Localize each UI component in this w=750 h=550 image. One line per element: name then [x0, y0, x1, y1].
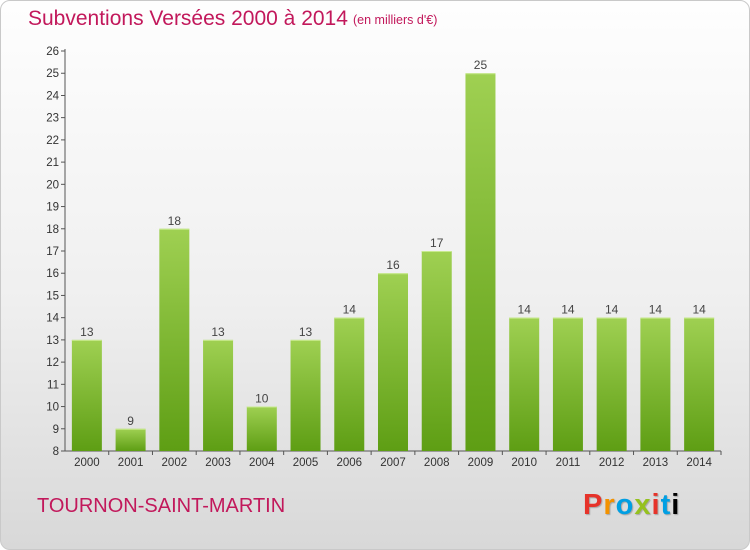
y-tick-label: 10 — [46, 402, 59, 414]
logo-letter: i — [671, 489, 681, 521]
x-tick-label: 2014 — [686, 457, 712, 469]
y-tick-label: 22 — [46, 135, 59, 147]
y-tick-label: 13 — [46, 335, 59, 347]
chart-title: Subventions Versées 2000 à 2014 — [28, 7, 348, 30]
bar — [290, 339, 321, 451]
data-label: 14 — [692, 303, 706, 317]
x-tick-label: 2001 — [118, 457, 144, 469]
data-label: 13 — [211, 325, 225, 339]
logo-letter: P — [583, 489, 604, 521]
data-label: 14 — [649, 303, 663, 317]
x-tick-label: 2010 — [511, 457, 537, 469]
proxiti-logo: Proxiti — [583, 489, 680, 522]
x-tick-label: 2009 — [468, 457, 494, 469]
bar — [71, 339, 102, 451]
x-tick-label: 2002 — [162, 457, 188, 469]
bar — [246, 406, 277, 451]
x-tick-label: 2013 — [643, 457, 669, 469]
logo-letter: x — [634, 489, 652, 521]
x-tick-label: 2004 — [249, 457, 275, 469]
x-tick-label: 2003 — [205, 457, 231, 469]
y-tick-label: 16 — [46, 268, 59, 280]
y-tick-label: 11 — [47, 379, 59, 391]
bar — [465, 73, 496, 451]
y-tick-label: 21 — [46, 157, 59, 169]
bar — [334, 317, 365, 451]
y-tick-label: 9 — [53, 424, 59, 436]
bar — [596, 317, 627, 451]
data-label: 25 — [474, 58, 488, 72]
y-tick-label: 26 — [46, 46, 59, 58]
x-tick-label: 2005 — [293, 457, 319, 469]
data-label: 17 — [430, 236, 444, 250]
data-label: 13 — [299, 325, 313, 339]
x-tick-label: 2011 — [556, 457, 581, 469]
y-tick-label: 19 — [46, 202, 59, 214]
x-tick-label: 2006 — [336, 457, 362, 469]
bar — [115, 428, 146, 451]
bar — [159, 228, 190, 451]
logo-letter: r — [603, 489, 616, 521]
bar — [509, 317, 540, 451]
y-tick-label: 20 — [46, 179, 59, 191]
data-label: 16 — [386, 258, 400, 272]
y-tick-label: 8 — [53, 446, 59, 458]
data-label: 18 — [168, 214, 182, 228]
x-tick-label: 2000 — [74, 457, 100, 469]
y-tick-label: 17 — [46, 246, 59, 258]
bar — [640, 317, 671, 451]
data-label: 14 — [561, 303, 575, 317]
data-label: 13 — [80, 325, 94, 339]
y-tick-label: 23 — [46, 113, 59, 125]
y-tick-label: 18 — [46, 224, 59, 236]
x-tick-label: 2008 — [424, 457, 450, 469]
bar — [684, 317, 715, 451]
y-tick-label: 14 — [46, 313, 59, 325]
y-tick-label: 15 — [46, 290, 59, 302]
bar — [421, 251, 452, 451]
x-tick-label: 2012 — [599, 457, 625, 469]
y-tick-label: 24 — [46, 90, 59, 102]
bar — [203, 339, 234, 451]
x-tick-label: 2007 — [380, 457, 406, 469]
commune-name: TOURNON-SAINT-MARTIN — [37, 495, 286, 517]
data-label: 14 — [343, 303, 357, 317]
data-label: 9 — [127, 414, 134, 428]
logo-letter: t — [660, 489, 672, 521]
data-label: 10 — [255, 392, 269, 406]
data-label: 14 — [518, 303, 532, 317]
logo-letter: o — [615, 489, 635, 521]
bar — [552, 317, 583, 451]
logo-letter: i — [651, 489, 661, 521]
bar — [378, 273, 408, 451]
data-label: 14 — [605, 303, 619, 317]
y-tick-label: 12 — [46, 357, 59, 369]
chart-unit: (en milliers d'€) — [353, 13, 438, 27]
y-tick-label: 25 — [46, 68, 59, 80]
